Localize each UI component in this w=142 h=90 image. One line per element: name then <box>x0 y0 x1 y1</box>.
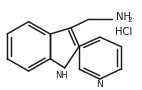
Text: 2: 2 <box>127 17 132 23</box>
Text: NH: NH <box>55 71 67 80</box>
Text: N: N <box>96 80 103 89</box>
Text: NH: NH <box>116 12 130 22</box>
Text: HCl: HCl <box>115 27 132 37</box>
